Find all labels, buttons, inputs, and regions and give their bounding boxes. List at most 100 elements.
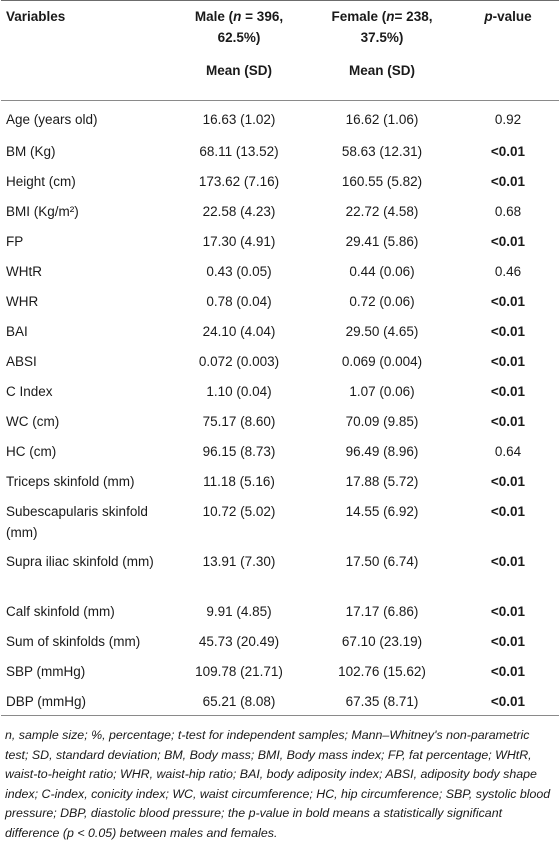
- table-row: ABSI 0.072 (0.003) 0.069 (0.004) <0.01: [1, 346, 559, 376]
- cell-variable: HC (cm): [6, 443, 57, 459]
- cell-male: 10.72 (5.02): [202, 503, 276, 519]
- cell-female: 70.09 (9.85): [345, 413, 419, 429]
- cell-variable: WC (cm): [6, 413, 60, 429]
- cell-variable: Supra iliac skinfold (mm): [6, 553, 154, 569]
- table-body: Age (years old) 16.63 (1.02) 16.62 (1.06) 0…: [1, 101, 559, 716]
- header-male: Male (n = 396, 62.5%): [194, 9, 284, 45]
- cell-female: 29.50 (4.65): [345, 323, 419, 339]
- cell-p-value: <0.01: [490, 473, 526, 489]
- table-row: BM (Kg) 68.11 (13.52) 58.63 (12.31) <0.01: [1, 136, 559, 166]
- cell-male: 24.10 (4.04): [202, 323, 276, 339]
- cell-variable: BMI (Kg/m²): [6, 203, 79, 219]
- cell-p-value: <0.01: [490, 293, 526, 309]
- cell-female: 96.49 (8.96): [345, 443, 419, 459]
- table-footnote: n, sample size; %, percentage; t-test fo…: [5, 728, 551, 840]
- cell-variable: Triceps skinfold (mm): [6, 473, 135, 489]
- cell-p-value: <0.01: [490, 633, 526, 649]
- table-row: Height (cm) 173.62 (7.16) 160.55 (5.82) <0.…: [1, 166, 559, 196]
- cell-p-value: 0.64: [494, 443, 522, 459]
- header-female: Female (n= 238, 37.5%): [331, 9, 433, 45]
- table-row: BAI 24.10 (4.04) 29.50 (4.65) <0.01: [1, 316, 559, 346]
- header-p-sub: [457, 60, 559, 101]
- cell-female: 22.72 (4.58): [345, 203, 419, 219]
- cell-male: 45.73 (20.49): [198, 633, 280, 649]
- cell-female: 58.63 (12.31): [341, 143, 423, 159]
- cell-p-value: <0.01: [490, 663, 526, 679]
- cell-female: 17.50 (6.74): [345, 553, 419, 569]
- header-blank: [1, 60, 171, 101]
- cell-variable: WHR: [6, 293, 39, 309]
- cell-variable: DBP (mmHg): [6, 693, 87, 709]
- cell-male: 0.78 (0.04): [206, 293, 272, 309]
- cell-p-value: <0.01: [490, 603, 526, 619]
- cell-male: 22.58 (4.23): [202, 203, 276, 219]
- cell-p-value: <0.01: [490, 553, 526, 569]
- cell-variable: C Index: [6, 383, 53, 399]
- header-male-sub: Mean (SD): [171, 60, 307, 101]
- cell-p-value: <0.01: [490, 353, 526, 369]
- cell-p-value: <0.01: [490, 233, 526, 249]
- table-header: Variables Male (n = 396, 62.5%) Female (n…: [1, 1, 559, 101]
- cell-p-value: <0.01: [490, 503, 526, 519]
- table-row: WC (cm) 75.17 (8.60) 70.09 (9.85) <0.01: [1, 406, 559, 436]
- cell-variable: WHtR: [6, 263, 42, 279]
- cell-male: 75.17 (8.60): [202, 413, 276, 429]
- cell-female: 14.55 (6.92): [345, 503, 419, 519]
- cell-variable: Height (cm): [6, 173, 76, 189]
- cell-male: 1.10 (0.04): [206, 383, 272, 399]
- table-row: DBP (mmHg) 65.21 (8.08) 67.35 (8.71) <0.01: [1, 686, 559, 716]
- cell-variable: ABSI: [6, 353, 37, 369]
- cell-variable: SBP (mmHg): [6, 663, 86, 679]
- header-p-value: p-value: [484, 9, 532, 24]
- cell-male: 0.072 (0.003): [198, 353, 280, 369]
- cell-male: 65.21 (8.08): [202, 693, 276, 709]
- cell-female: 0.069 (0.004): [341, 353, 423, 369]
- cell-female: 0.44 (0.06): [349, 263, 415, 279]
- cell-male: 96.15 (8.73): [202, 443, 276, 459]
- cell-male: 13.91 (7.30): [202, 553, 276, 569]
- cell-male: 109.78 (21.71): [195, 663, 283, 679]
- table-row: Triceps skinfold (mm) 11.18 (5.16) 17.88 (…: [1, 466, 559, 496]
- cell-female: 29.41 (5.86): [345, 233, 419, 249]
- cell-variable: Calf skinfold (mm): [6, 603, 115, 619]
- cell-female: 0.72 (0.06): [349, 293, 415, 309]
- header-variables: Variables: [6, 9, 66, 24]
- cell-female: 160.55 (5.82): [341, 173, 423, 189]
- table-row: HC (cm) 96.15 (8.73) 96.49 (8.96) 0.64: [1, 436, 559, 466]
- cell-p-value: <0.01: [490, 383, 526, 399]
- header-female-sub: Mean (SD): [307, 60, 457, 101]
- table-row: Subescapularis skinfold (mm) 10.72 (5.02)…: [1, 496, 559, 546]
- cell-p-value: <0.01: [490, 323, 526, 339]
- table-row: BMI (Kg/m²) 22.58 (4.23) 22.72 (4.58) 0.68: [1, 196, 559, 226]
- table-row: WHR 0.78 (0.04) 0.72 (0.06) <0.01: [1, 286, 559, 316]
- cell-female: 16.62 (1.06): [345, 112, 419, 127]
- table-row: C Index 1.10 (0.04) 1.07 (0.06) <0.01: [1, 376, 559, 406]
- cell-female: 67.10 (23.19): [341, 633, 423, 649]
- cell-male: 173.62 (7.16): [198, 173, 280, 189]
- cell-p-value: 0.92: [494, 112, 522, 127]
- cell-male: 16.63 (1.02): [202, 112, 276, 127]
- cell-p-value: 0.68: [494, 203, 522, 219]
- table-row: Age (years old) 16.63 (1.02) 16.62 (1.06) 0…: [1, 101, 559, 136]
- cell-p-value: <0.01: [490, 143, 526, 159]
- cell-male: 0.43 (0.05): [206, 263, 272, 279]
- cell-female: 1.07 (0.06): [349, 383, 415, 399]
- cell-female: 67.35 (8.71): [345, 693, 419, 709]
- cell-female: 17.88 (5.72): [345, 473, 419, 489]
- cell-variable: BM (Kg): [6, 143, 56, 159]
- cell-male: 68.11 (13.52): [199, 143, 279, 159]
- cell-p-value: 0.46: [494, 263, 522, 279]
- table-row: Supra iliac skinfold (mm) 13.91 (7.30) 17.…: [1, 546, 559, 596]
- cell-p-value: <0.01: [490, 693, 526, 709]
- table-row: SBP (mmHg) 109.78 (21.71) 102.76 (15.62) <0…: [1, 656, 559, 686]
- cell-variable: Subescapularis skinfold (mm): [6, 503, 148, 540]
- cell-male: 17.30 (4.91): [202, 233, 276, 249]
- cell-male: 11.18 (5.16): [203, 473, 275, 489]
- table-row: Sum of skinfolds (mm) 45.73 (20.49) 67.10 …: [1, 626, 559, 656]
- cell-p-value: <0.01: [490, 173, 526, 189]
- cell-female: 102.76 (15.62): [338, 663, 426, 679]
- table-row: WHtR 0.43 (0.05) 0.44 (0.06) 0.46: [1, 256, 559, 286]
- cell-p-value: <0.01: [490, 413, 526, 429]
- cell-variable: FP: [6, 233, 24, 249]
